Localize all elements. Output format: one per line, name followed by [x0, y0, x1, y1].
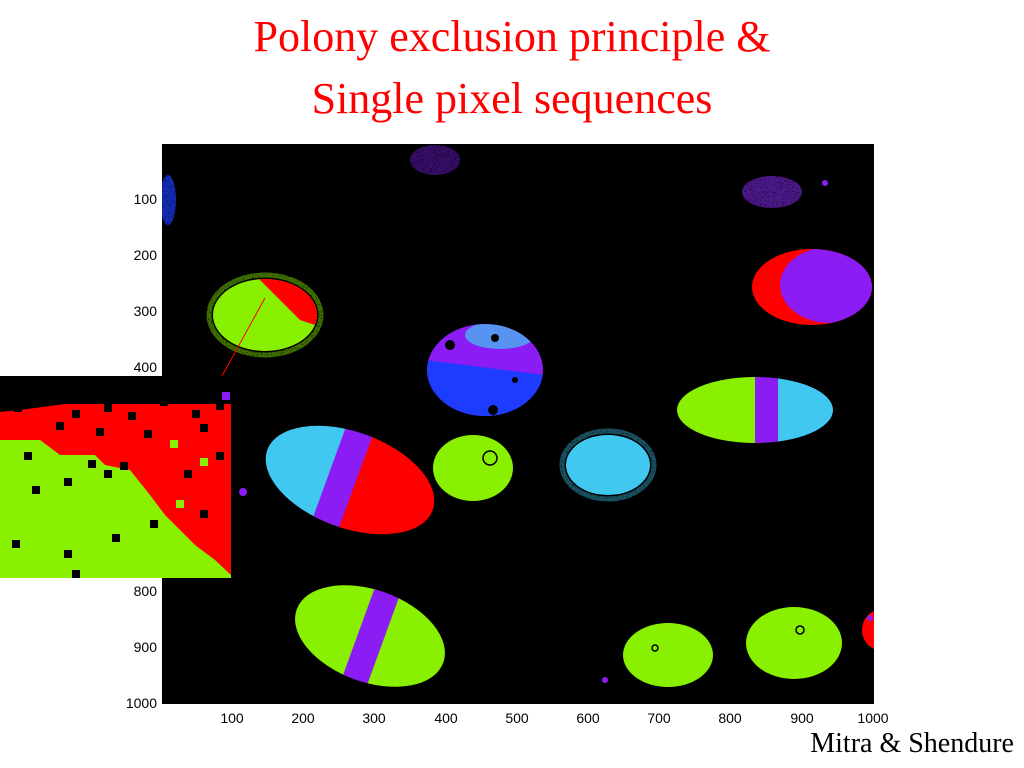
faint-colony: [162, 175, 176, 225]
slide-title-line-2: Single pixel sequences: [311, 74, 713, 123]
x-axis-ticks: 100 200 300 400 500 600 700 800 900 1000: [220, 710, 888, 726]
colony-green: [623, 623, 713, 687]
x-tick-label: 300: [362, 710, 386, 726]
colony-green-purple-cyan: [677, 377, 833, 443]
x-tick-label: 900: [790, 710, 814, 726]
x-tick-label: 1000: [857, 710, 888, 726]
x-tick-label: 400: [434, 710, 458, 726]
colony-hole: [491, 334, 499, 342]
colony-hole: [488, 405, 498, 415]
x-tick-label: 200: [291, 710, 315, 726]
y-tick-label: 1000: [126, 695, 157, 711]
y-tick-label: 400: [134, 359, 158, 375]
x-tick-label: 800: [718, 710, 742, 726]
colony-green-small: [433, 435, 513, 501]
x-tick-label: 700: [647, 710, 671, 726]
colony-hole: [445, 340, 455, 350]
colony-red-purple: [752, 249, 872, 325]
y-tick-label: 800: [134, 583, 158, 599]
zoomed-pixel-inset: [0, 376, 231, 578]
x-tick-label: 500: [505, 710, 529, 726]
y-tick-label: 100: [134, 191, 158, 207]
x-tick-label: 600: [576, 710, 600, 726]
inset-black-pixels: [12, 398, 224, 578]
zoom-pointer-line: [221, 297, 266, 377]
x-tick-label: 100: [220, 710, 244, 726]
y-tick-label: 900: [134, 639, 158, 655]
y-tick-label: 200: [134, 247, 158, 263]
slide-title-line-1: Polony exclusion principle &: [253, 12, 771, 61]
colony-purple-blue: [427, 324, 543, 416]
colony-red-partial: [862, 611, 874, 649]
y-axis-ticks: 100 200 300 400 800 900 1000: [126, 191, 157, 711]
y-tick-label: 300: [134, 303, 158, 319]
author-credit: Mitra & Shendure: [810, 728, 1014, 759]
colony-green: [746, 607, 842, 679]
colony-cyan: [566, 435, 650, 495]
faint-colony: [410, 145, 460, 175]
faint-colony: [742, 176, 802, 208]
colony-hole: [512, 377, 518, 383]
